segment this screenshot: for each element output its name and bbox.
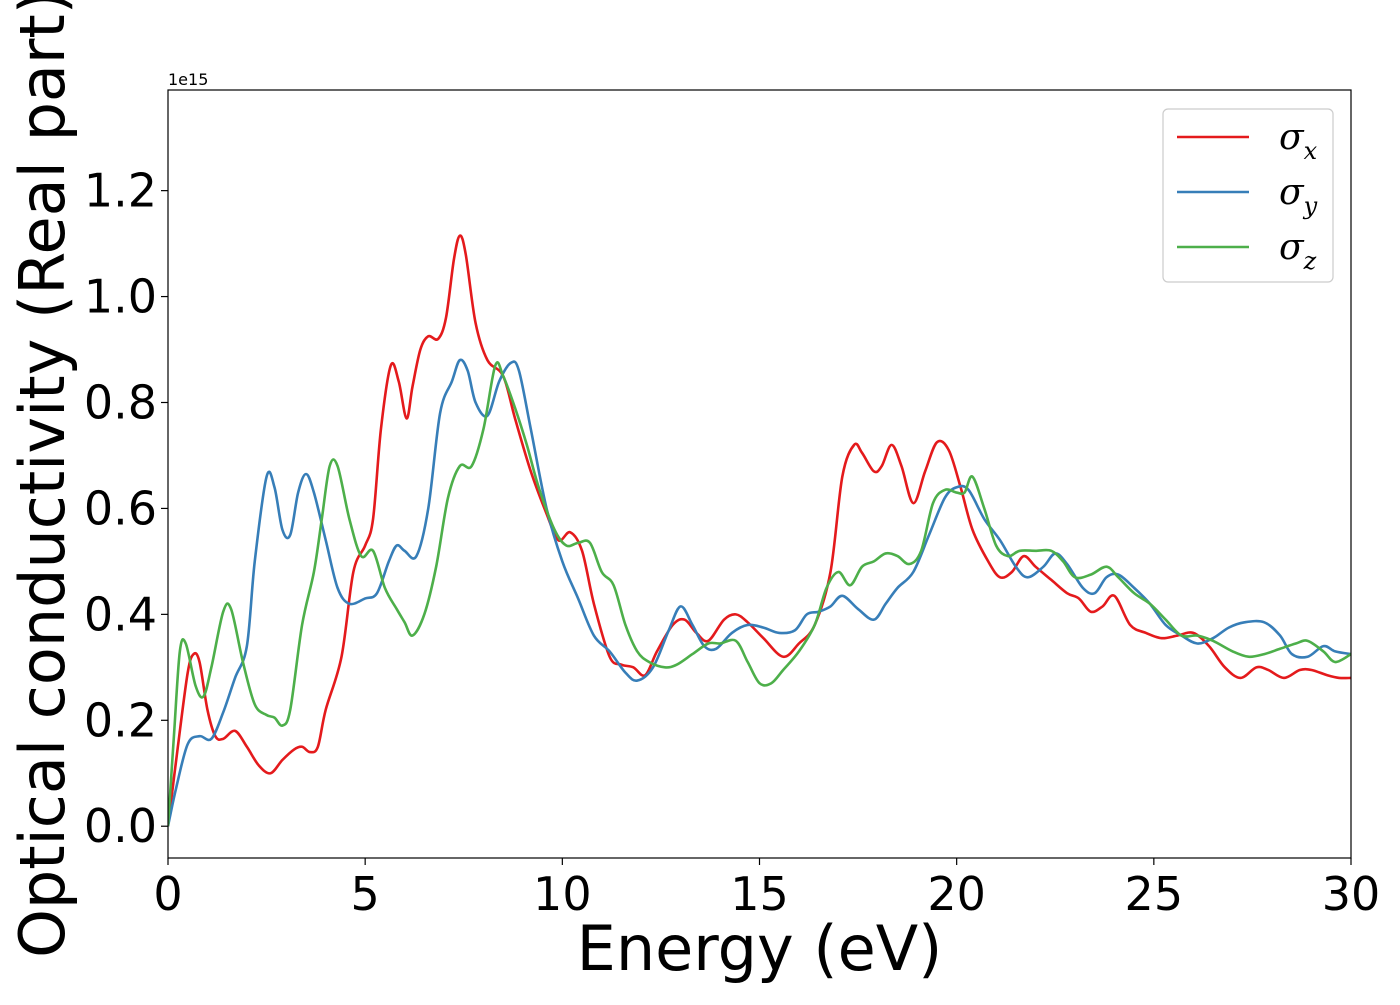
legend-subscript: z (1303, 247, 1317, 275)
x-tick-label: 10 (533, 867, 592, 921)
x-tick-label: 0 (153, 867, 182, 921)
y-tick-label: 1.0 (84, 270, 157, 324)
series-line-z (168, 361, 1351, 827)
y-tick-label: 0.4 (84, 587, 157, 641)
x-tick-label: 25 (1125, 867, 1184, 921)
series-line-x (168, 234, 1351, 827)
legend-entry-y: σy (1279, 172, 1318, 220)
x-axis-label: Energy (eV) (577, 912, 943, 985)
y-tick-label: 0.8 (84, 375, 157, 429)
y-tick-label: 0.2 (84, 693, 157, 747)
legend-symbol: σ (1279, 227, 1305, 268)
legend-subscript: y (1303, 192, 1318, 220)
y-axis: 0.0 0.2 0.4 0.6 0.8 1.0 1.2 (84, 164, 168, 853)
y-tick-label: 0.6 (84, 481, 157, 535)
series-line-y (168, 358, 1351, 827)
x-tick-label: 30 (1322, 867, 1381, 921)
legend-frame (1162, 108, 1334, 283)
legend-entry-x: σx (1279, 117, 1318, 165)
legend-entry-z: σz (1279, 227, 1317, 275)
x-tick-label: 5 (351, 867, 380, 921)
y-axis-offset-text: 1e15 (168, 70, 208, 89)
x-axis: 0 5 10 15 20 25 30 (153, 858, 1380, 921)
y-tick-label: 1.2 (84, 164, 157, 218)
y-axis-label: Optical conductivity (Real part) (6, 0, 79, 958)
x-tick-label: 15 (730, 867, 789, 921)
legend-symbol: σ (1279, 117, 1305, 158)
x-tick-label: 20 (927, 867, 986, 921)
y-tick-label: 0.0 (84, 799, 157, 853)
legend-symbol: σ (1279, 172, 1305, 213)
series-layer (168, 234, 1351, 827)
legend-subscript: x (1304, 137, 1318, 165)
